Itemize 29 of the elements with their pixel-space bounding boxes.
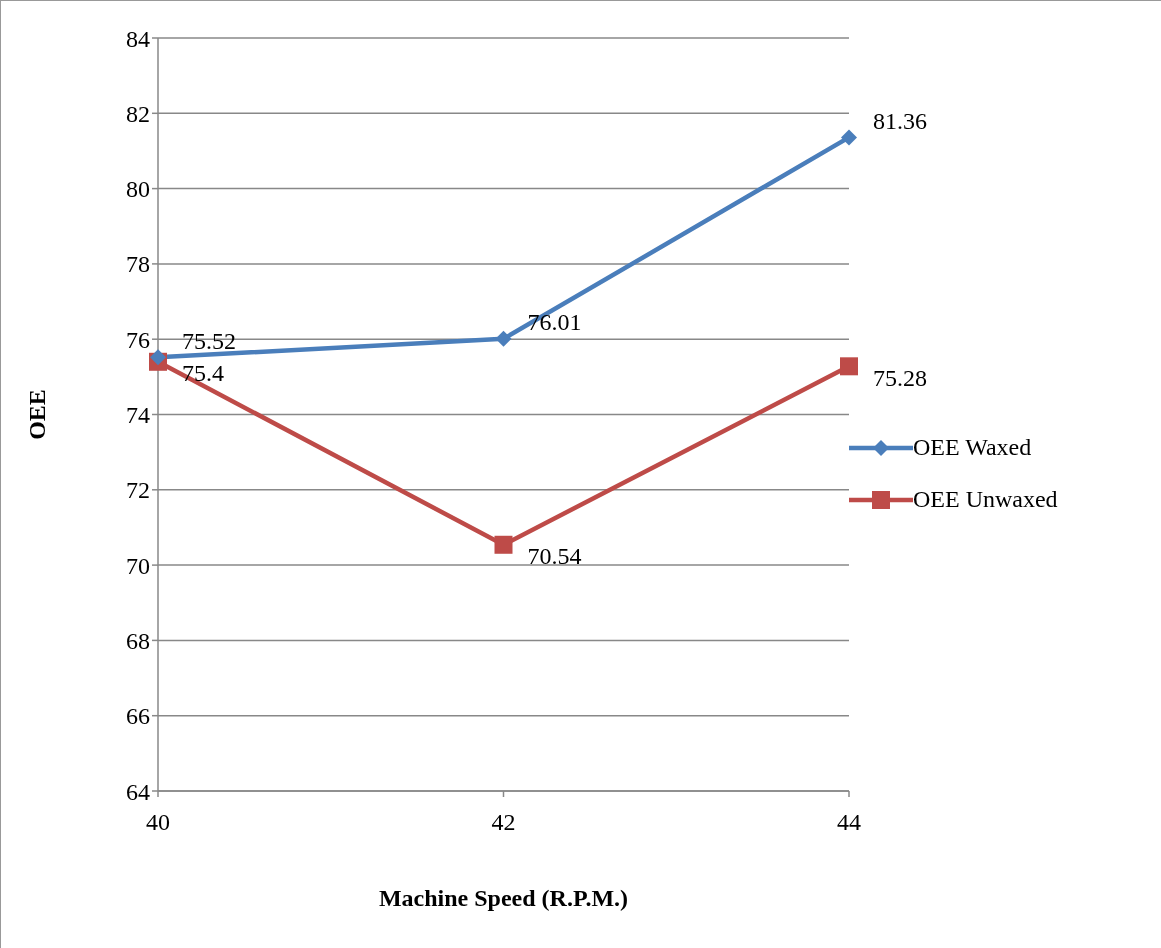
- point: [495, 330, 512, 347]
- legend-label: OEE Waxed: [913, 434, 1032, 461]
- point: [150, 349, 166, 366]
- y-tick-label: 70: [126, 552, 150, 579]
- y-tick-label: 78: [126, 251, 150, 278]
- y-tick-label: 74: [126, 402, 150, 429]
- y-tick-label: 82: [126, 100, 150, 127]
- y-tick-label: 64: [126, 778, 150, 805]
- x-tick-label: 42: [491, 809, 516, 836]
- data-label: 76.01: [527, 309, 582, 336]
- data-label: 75.52: [182, 327, 236, 354]
- y-tick-label: 66: [126, 703, 150, 730]
- legend-label: OEE Unwaxed: [913, 486, 1058, 513]
- y-tick-label: 84: [126, 25, 150, 52]
- y-tick-label: 76: [126, 326, 150, 353]
- x-tick-label: 40: [146, 809, 170, 836]
- data-label: 75.28: [873, 364, 927, 391]
- point: [494, 535, 513, 554]
- y-axis-title: OEE: [23, 389, 50, 440]
- data-label: 75.4: [182, 360, 224, 387]
- y-tick-label: 72: [126, 477, 150, 504]
- y-tick-label: 68: [126, 627, 150, 654]
- x-axis-title: Machine Speed (R.P.M.): [378, 885, 629, 911]
- x-tick-label: 44: [837, 809, 861, 836]
- point: [840, 357, 858, 376]
- data-label: 81.36: [873, 107, 927, 134]
- point: [841, 129, 857, 146]
- y-tick-label: 80: [126, 176, 150, 203]
- data-label: 70.54: [527, 543, 582, 570]
